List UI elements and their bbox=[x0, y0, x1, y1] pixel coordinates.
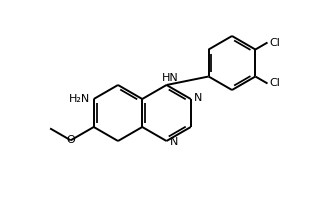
Text: N: N bbox=[170, 137, 178, 147]
Text: HN: HN bbox=[162, 73, 179, 83]
Text: O: O bbox=[66, 135, 75, 145]
Text: N: N bbox=[194, 93, 202, 103]
Text: H₂N: H₂N bbox=[68, 94, 90, 104]
Text: Cl: Cl bbox=[270, 37, 280, 48]
Text: Cl: Cl bbox=[270, 78, 280, 89]
